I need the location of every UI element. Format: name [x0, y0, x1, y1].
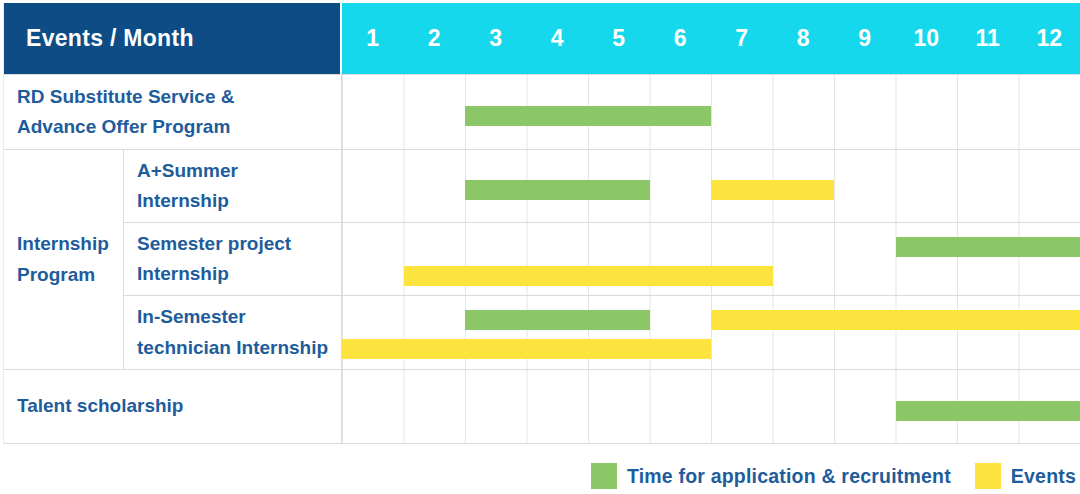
month-label-5: 5: [588, 3, 650, 74]
timeline-cell-talent-scholarship: [342, 370, 1080, 443]
row-in-semester-technician-internship: In-Semester technician Internship: [124, 295, 1080, 369]
month-label-12: 12: [1019, 3, 1080, 74]
row-label-talent-scholarship: Talent scholarship: [4, 370, 342, 443]
gantt-bar-event: [404, 266, 773, 286]
timeline-cell-in-semester-technician-internship: [342, 296, 1080, 369]
row-a-plus-summer-internship: A+Summer Internship: [124, 150, 1080, 222]
group-label-internship-program: Internship Program: [4, 150, 124, 369]
gantt-table: Events / Month 1 2 3 4 5 6 7 8 9 10 11 1…: [3, 3, 1080, 444]
gantt-bar-application: [896, 401, 1080, 421]
internship-program-group: Internship Program A+Summer Internship S…: [4, 149, 1080, 369]
month-label-4: 4: [527, 3, 589, 74]
row-rd-substitute-service: RD Substitute Service & Advance Offer Pr…: [4, 74, 1080, 149]
row-talent-scholarship: Talent scholarship: [4, 369, 1080, 443]
gantt-bar-application: [465, 106, 711, 126]
events-month-header: Events / Month: [4, 3, 342, 74]
row-label-in-semester-technician-internship: In-Semester technician Internship: [124, 296, 342, 369]
legend-label-application: Time for application & recruitment: [627, 465, 951, 488]
row-label-semester-project-internship: Semester project Internship: [124, 223, 342, 295]
gantt-infographic: Events / Month 1 2 3 4 5 6 7 8 9 10 11 1…: [0, 0, 1080, 494]
month-label-7: 7: [711, 3, 773, 74]
month-label-2: 2: [404, 3, 466, 74]
month-label-10: 10: [896, 3, 958, 74]
header-row: Events / Month 1 2 3 4 5 6 7 8 9 10 11 1…: [4, 3, 1080, 74]
month-label-11: 11: [957, 3, 1019, 74]
month-label-3: 3: [465, 3, 527, 74]
event-yellow-swatch-icon: [975, 463, 1001, 489]
month-label-8: 8: [773, 3, 835, 74]
timeline-cell-semester-project-internship: [342, 223, 1080, 295]
row-label-rd-substitute-service: RD Substitute Service & Advance Offer Pr…: [4, 75, 342, 149]
row-semester-project-internship: Semester project Internship: [124, 222, 1080, 295]
month-label-1: 1: [342, 3, 404, 74]
application-green-swatch-icon: [591, 463, 617, 489]
gantt-bar-application: [465, 310, 650, 330]
month-header-row: 1 2 3 4 5 6 7 8 9 10 11 12: [342, 3, 1080, 74]
month-label-9: 9: [834, 3, 896, 74]
gantt-bar-application: [465, 180, 650, 200]
month-label-6: 6: [650, 3, 712, 74]
gantt-bar-event: [342, 339, 711, 359]
timeline-cell-a-plus-summer-internship: [342, 150, 1080, 222]
gantt-bar-application: [896, 237, 1080, 257]
legend: Time for application & recruitment Event…: [591, 463, 1076, 489]
gantt-bar-event: [711, 180, 834, 200]
legend-label-events: Events: [1011, 465, 1076, 488]
timeline-cell-rd-substitute-service: [342, 75, 1080, 149]
gantt-bar-event: [711, 310, 1080, 330]
internship-program-subrows: A+Summer Internship Semester project Int…: [124, 150, 1080, 369]
row-label-a-plus-summer-internship: A+Summer Internship: [124, 150, 342, 222]
